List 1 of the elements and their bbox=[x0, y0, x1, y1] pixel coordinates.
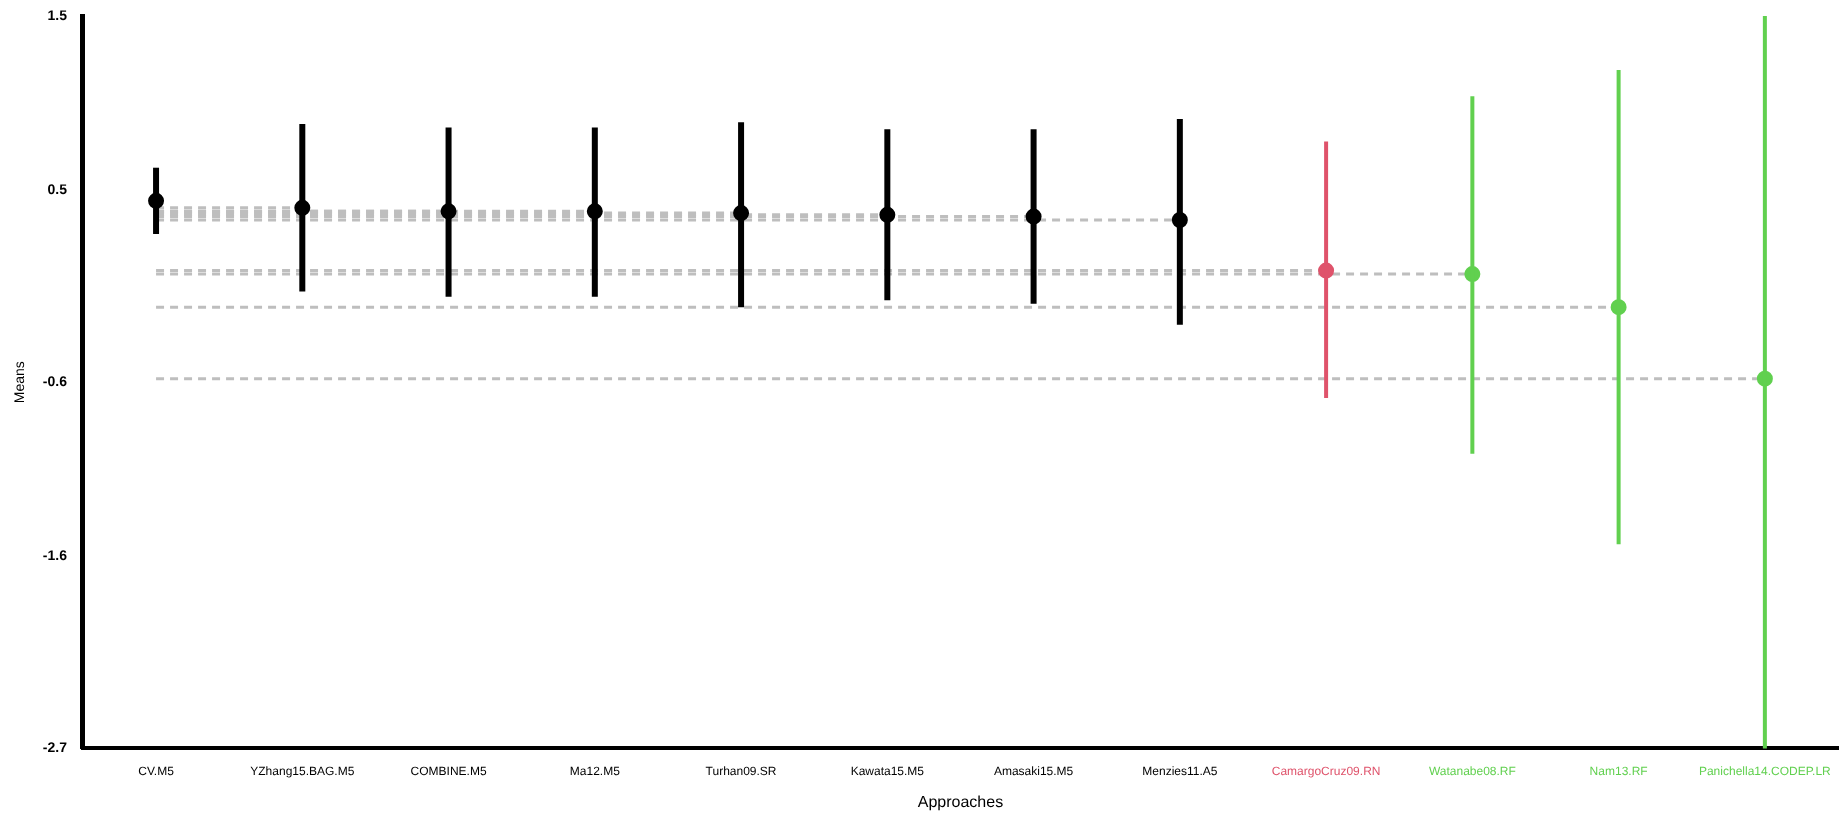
x-axis-title: Approaches bbox=[917, 792, 1004, 811]
